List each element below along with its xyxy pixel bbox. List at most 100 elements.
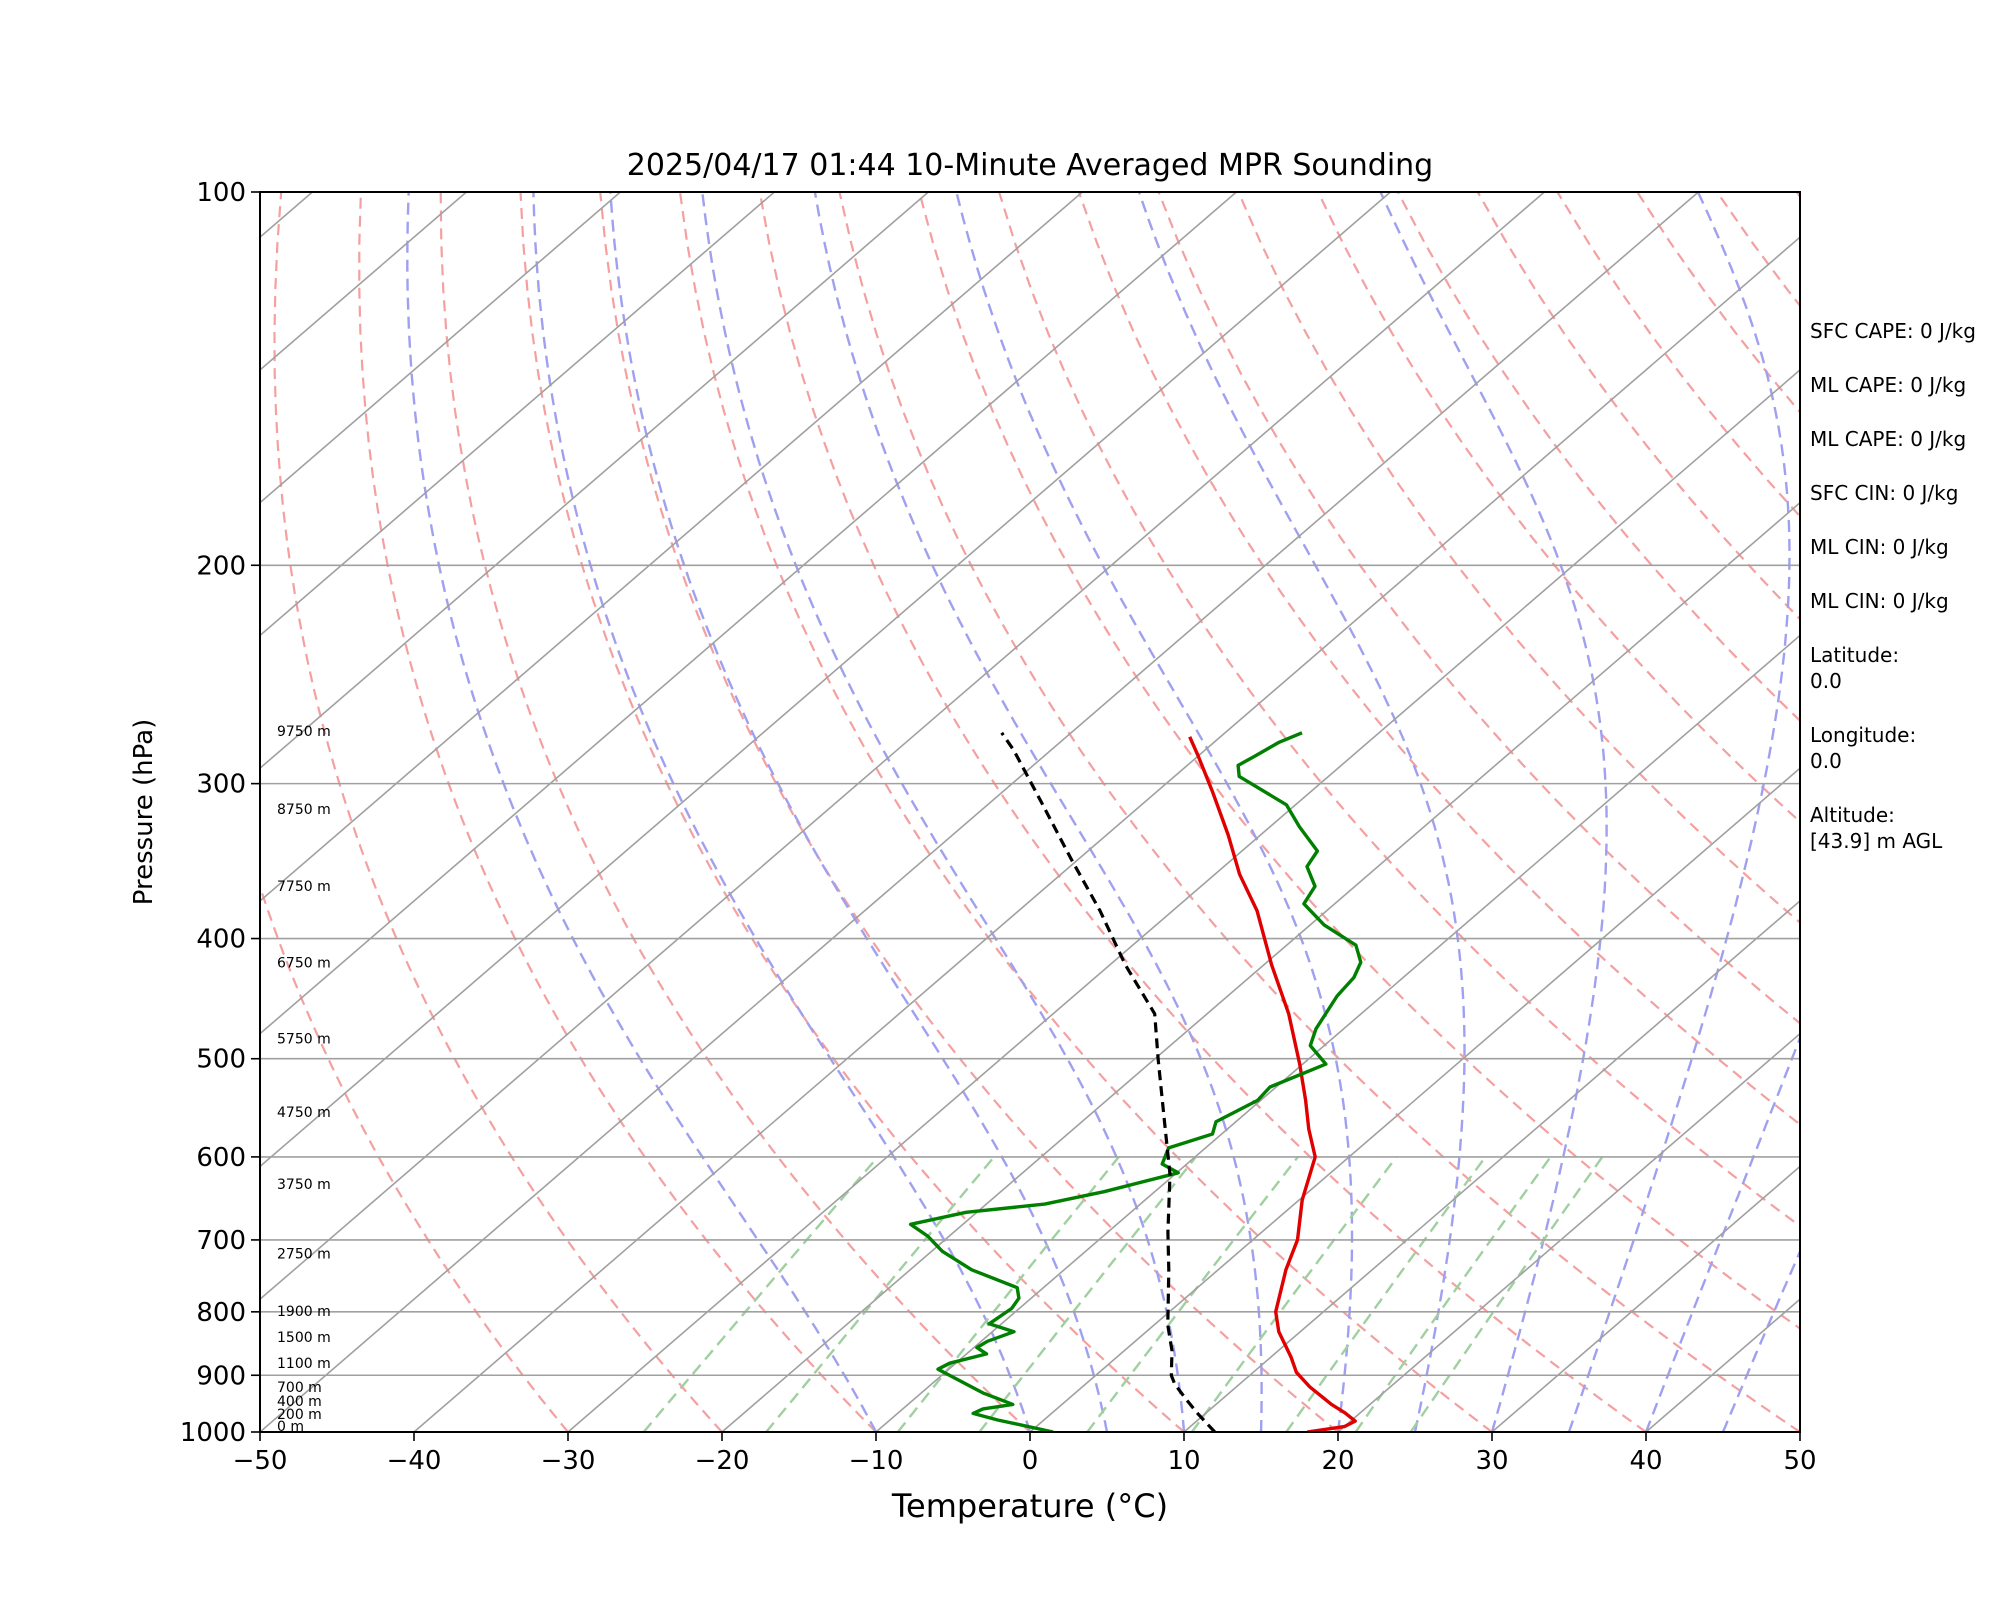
- dry-adiabat: [758, 192, 1647, 1432]
- isotherm: [721, 501, 1800, 1432]
- dry-adiabat: [918, 192, 1800, 1330]
- x-tick-label: −50: [233, 1446, 288, 1476]
- latitude-readout: Latitude: 0.0: [1810, 642, 1899, 694]
- dry-adiabat: [678, 192, 1493, 1432]
- moist-adiabat: [813, 192, 1263, 1432]
- isotherm: [1337, 1032, 1800, 1432]
- height-label: 6750 m: [277, 956, 331, 972]
- dry-adiabat: [358, 192, 877, 1432]
- dry-adiabat: [1237, 192, 1800, 924]
- altitude-label: Altitude:: [1810, 803, 1895, 827]
- height-label: 700 m: [277, 1380, 322, 1396]
- index-line: ML CAPE: 0 J/kg: [1810, 427, 1967, 451]
- dry-adiabat: [260, 883, 569, 1432]
- y-axis: 100 200 300 400 500 600 700 800 900 1000: [180, 178, 260, 1448]
- mixing-ratio-line: [765, 1156, 996, 1432]
- dewpoint-profile: [908, 731, 1363, 1432]
- longitude-label: Longitude:: [1810, 723, 1917, 747]
- y-tick-label: 600: [196, 1143, 246, 1173]
- dry-adiabat: [1317, 192, 1800, 824]
- y-tick-label: 800: [196, 1298, 246, 1328]
- background-lines: [260, 192, 1800, 1432]
- isotherm: [413, 236, 1800, 1432]
- moist-adiabat: [609, 192, 1109, 1432]
- index-line: ML CAPE: 0 J/kg: [1810, 373, 1967, 397]
- y-tick-label: 500: [196, 1045, 246, 1075]
- index-line: SFC CIN: 0 J/kg: [1810, 481, 1959, 505]
- height-label: 1900 m: [277, 1304, 331, 1320]
- isotherm: [1491, 1165, 1800, 1432]
- mixing-ratio-line: [1190, 1156, 1398, 1432]
- y-tick-label: 100: [196, 178, 246, 208]
- dry-adiabat: [1157, 192, 1800, 1025]
- isotherm: [260, 192, 1545, 1301]
- dry-adiabat: [1077, 192, 1800, 1126]
- isotherm: [260, 192, 929, 770]
- x-tick-label: 50: [1783, 1446, 1816, 1476]
- isotherm: [1183, 899, 1800, 1432]
- altitude-readout: Altitude: [43.9] m AGL: [1810, 802, 1942, 854]
- moist-adiabat: [532, 192, 1032, 1432]
- x-tick-label: 0: [1022, 1446, 1039, 1476]
- dry-adiabat: [998, 192, 1800, 1228]
- height-label: 1500 m: [277, 1330, 331, 1346]
- dry-adiabat: [838, 192, 1800, 1432]
- longitude-readout: Longitude: 0.0: [1810, 722, 1916, 774]
- moist-adiabat: [955, 192, 1354, 1432]
- mixing-ratio-line: [1409, 1156, 1604, 1432]
- height-label: 8750 m: [277, 802, 331, 818]
- height-label: 9750 m: [277, 724, 331, 740]
- height-label: 4750 m: [277, 1105, 331, 1121]
- x-tick-label: −30: [541, 1446, 596, 1476]
- y-tick-label: 900: [196, 1361, 246, 1391]
- isotherm: [260, 192, 1391, 1168]
- height-label: 7750 m: [277, 879, 331, 895]
- moist-adiabat: [1137, 192, 1466, 1432]
- latitude-label: Latitude:: [1810, 643, 1900, 667]
- temperature-profile: [1188, 736, 1357, 1432]
- dry-adiabat: [273, 192, 723, 1432]
- y-tick-label: 400: [196, 925, 246, 955]
- mixing-ratio-line: [1086, 1156, 1299, 1432]
- height-label: 0 m: [277, 1419, 304, 1435]
- height-label: 2750 m: [277, 1247, 331, 1263]
- mixing-ratio-line: [1285, 1156, 1487, 1432]
- isotherm: [260, 192, 1083, 903]
- dry-adiabat: [439, 192, 1031, 1432]
- dry-adiabat: [519, 192, 1185, 1432]
- height-label: 3750 m: [277, 1177, 331, 1193]
- moist-adiabat: [1644, 1034, 1800, 1432]
- x-tick-label: −20: [695, 1446, 750, 1476]
- height-label: 5750 m: [277, 1032, 331, 1048]
- moist-adiabat: [1379, 192, 1608, 1432]
- y-tick-label: 1000: [180, 1418, 246, 1448]
- x-tick-label: −10: [849, 1446, 904, 1476]
- index-line: SFC CAPE: 0 J/kg: [1810, 319, 1976, 343]
- x-tick-label: 30: [1475, 1446, 1508, 1476]
- mixing-ratio-line: [642, 1156, 879, 1432]
- moist-adiabat: [701, 192, 1186, 1432]
- index-line: ML CIN: 0 J/kg: [1810, 535, 1949, 559]
- y-tick-label: 700: [196, 1226, 246, 1256]
- x-axis-label: Temperature (°C): [891, 1487, 1168, 1525]
- y-axis-label: Pressure (hPa): [129, 719, 159, 906]
- isotherm: [1029, 767, 1800, 1432]
- isotherm: [875, 634, 1800, 1432]
- y-tick-label: 200: [196, 551, 246, 581]
- parcel-profile: [1000, 731, 1216, 1432]
- altitude-value: [43.9] m AGL: [1810, 829, 1943, 853]
- isotherm: [260, 192, 621, 504]
- longitude-value: 0.0: [1810, 749, 1842, 773]
- height-label: 400 m: [277, 1394, 322, 1410]
- height-label: 1100 m: [277, 1356, 331, 1372]
- sounding-profiles: [908, 731, 1363, 1432]
- isotherm: [260, 192, 1699, 1432]
- x-axis: −50 −40 −30 −20 −10 0 10 20 30 40 50: [233, 1432, 1817, 1476]
- chart-title: 2025/04/17 01:44 10-Minute Averaged MPR …: [627, 148, 1433, 183]
- isotherm: [260, 192, 775, 637]
- moist-adiabat: [1721, 1248, 1800, 1432]
- y-tick-label: 300: [196, 770, 246, 800]
- x-tick-label: 10: [1167, 1446, 1200, 1476]
